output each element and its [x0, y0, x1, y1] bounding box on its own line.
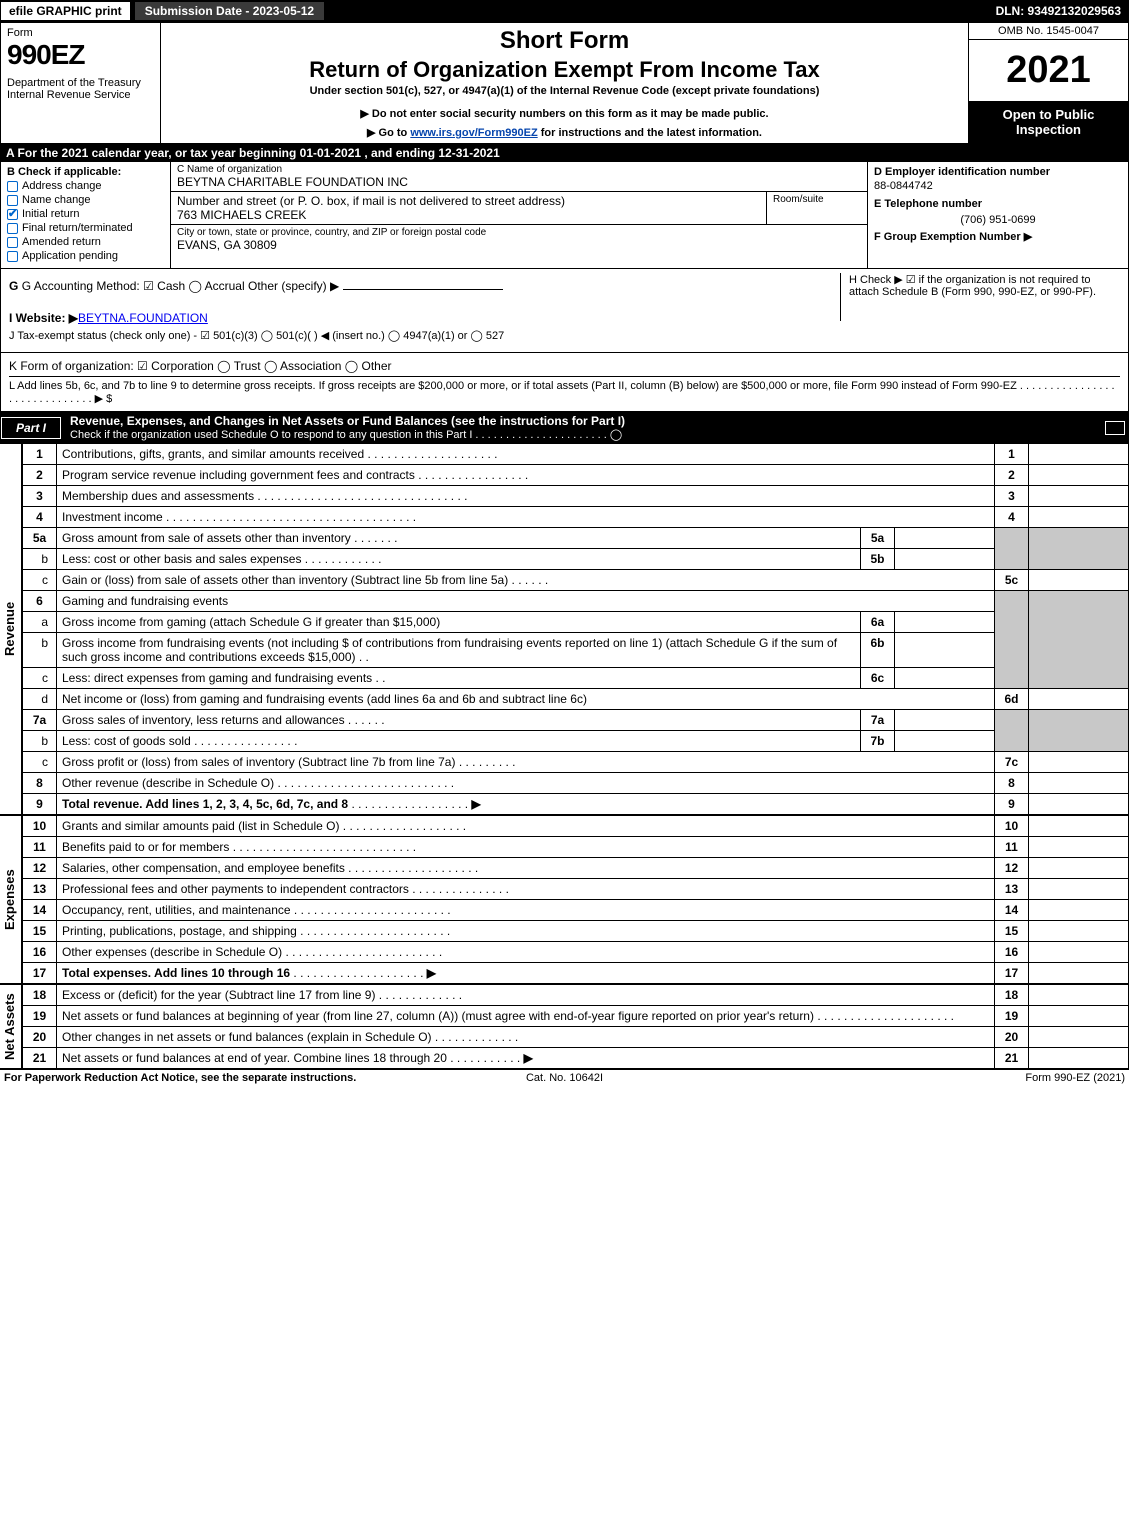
expenses-side-label: Expenses	[0, 815, 22, 984]
expenses-table: 10Grants and similar amounts paid (list …	[22, 815, 1129, 984]
dln-label: DLN: 93492132029563	[988, 2, 1129, 20]
net-assets-side-label: Net Assets	[0, 984, 22, 1069]
chk-initial-return[interactable]	[7, 209, 18, 220]
chk-amended-return[interactable]	[7, 237, 18, 248]
org-name: BEYTNA CHARITABLE FOUNDATION INC	[177, 175, 861, 189]
row-l: L Add lines 5b, 6c, and 7b to line 9 to …	[9, 380, 1120, 405]
org-city: EVANS, GA 30809	[177, 238, 861, 252]
under-section: Under section 501(c), 527, or 4947(a)(1)…	[167, 85, 962, 97]
section-ghij: H Check ▶ ☑ if the organization is not r…	[0, 269, 1129, 353]
form-footer-label: Form 990-EZ (2021)	[751, 1072, 1125, 1084]
return-title: Return of Organization Exempt From Incom…	[167, 57, 962, 83]
org-street: 763 MICHAELS CREEK	[177, 208, 760, 222]
expenses-block: Expenses 10Grants and similar amounts pa…	[0, 815, 1129, 984]
page-footer: For Paperwork Reduction Act Notice, see …	[0, 1069, 1129, 1086]
goto-line: ▶ Go to www.irs.gov/Form990EZ for instru…	[167, 126, 962, 139]
row-a-tax-year: A For the 2021 calendar year, or tax yea…	[0, 144, 1129, 162]
revenue-table: 1Contributions, gifts, grants, and simil…	[22, 443, 1129, 815]
irs-link[interactable]: www.irs.gov/Form990EZ	[410, 127, 537, 139]
chk-address-change[interactable]	[7, 181, 18, 192]
top-bar: efile GRAPHIC print Submission Date - 20…	[0, 0, 1129, 22]
revenue-side-label: Revenue	[0, 443, 22, 815]
form-number: 990EZ	[7, 39, 154, 71]
group-exemption: F Group Exemption Number ▶	[874, 230, 1122, 243]
section-bcdef: B Check if applicable: Address change Na…	[0, 162, 1129, 269]
col-c-org-info: C Name of organization BEYTNA CHARITABLE…	[171, 162, 868, 268]
chk-final-return[interactable]	[7, 223, 18, 234]
revenue-block: Revenue 1Contributions, gifts, grants, a…	[0, 443, 1129, 815]
part-1-header: Part I Revenue, Expenses, and Changes in…	[0, 412, 1129, 443]
section-kl: K Form of organization: ☑ Corporation ◯ …	[0, 353, 1129, 412]
tax-year: 2021	[969, 40, 1128, 101]
efile-print-label[interactable]: efile GRAPHIC print	[0, 1, 131, 21]
chk-name-change[interactable]	[7, 195, 18, 206]
phone-value: (706) 951-0699	[874, 214, 1122, 226]
cat-number: Cat. No. 10642I	[378, 1072, 752, 1084]
form-header: Form 990EZ Department of the Treasury In…	[0, 22, 1129, 144]
paperwork-notice: For Paperwork Reduction Act Notice, see …	[4, 1072, 378, 1084]
omb-number: OMB No. 1545-0047	[969, 23, 1128, 40]
chk-application-pending[interactable]	[7, 251, 18, 262]
room-suite-label: Room/suite	[767, 192, 867, 224]
row-h: H Check ▶ ☑ if the organization is not r…	[840, 273, 1120, 321]
col-b-checkboxes: B Check if applicable: Address change Na…	[1, 162, 171, 268]
do-not-enter: ▶ Do not enter social security numbers o…	[167, 107, 962, 120]
form-word: Form	[7, 27, 154, 39]
net-assets-block: Net Assets 18Excess or (deficit) for the…	[0, 984, 1129, 1069]
dept-treasury: Department of the Treasury Internal Reve…	[7, 77, 154, 101]
net-assets-table: 18Excess or (deficit) for the year (Subt…	[22, 984, 1129, 1069]
submission-date: Submission Date - 2023-05-12	[135, 2, 324, 20]
col-def: D Employer identification number 88-0844…	[868, 162, 1128, 268]
part1-checkbox[interactable]	[1105, 421, 1125, 435]
row-k: K Form of organization: ☑ Corporation ◯ …	[9, 359, 1120, 377]
website-link[interactable]: BEYTNA.FOUNDATION	[78, 311, 208, 325]
ein-value: 88-0844742	[874, 180, 1122, 192]
short-form-title: Short Form	[167, 27, 962, 55]
row-j: J Tax-exempt status (check only one) - ☑…	[9, 329, 1120, 342]
open-to-public: Open to Public Inspection	[969, 101, 1128, 143]
